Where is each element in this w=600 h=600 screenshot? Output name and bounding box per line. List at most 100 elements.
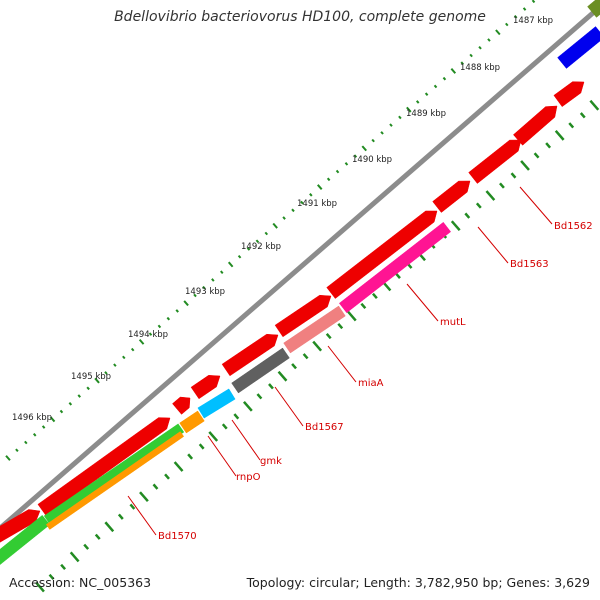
genome-backbone [0,3,600,532]
gene-block [283,305,346,354]
inner-tick [589,99,600,111]
scale-labels: 1487 kbp 1488 kbp 1489 kbp 1490 kbp 1491 kbp… [12,16,553,423]
inner-tick [139,491,149,503]
inner-tick-ring [35,99,600,593]
scale-tick [300,200,304,205]
gene-arrow [172,396,191,415]
gene-label: Bd1562 [554,221,593,232]
scale-tick [282,216,286,220]
inner-tick [69,551,80,563]
scale-tick [513,14,518,19]
inner-tick [48,573,55,581]
inner-tick [499,182,505,189]
scale-tick [202,285,206,290]
scale-tick [317,184,323,190]
inner-tick [554,129,565,141]
inner-tick [187,453,194,460]
inner-tick [152,483,159,490]
inner-tick [533,152,540,159]
scale-tick [220,270,224,275]
gene-arrow [513,105,558,146]
gene-label-leader [327,345,357,383]
scale-tick [335,169,340,174]
scale-tick [478,45,482,50]
inner-tick [164,473,170,480]
map-title: Bdellovibrio bacteriovorus HD100, comple… [114,9,486,25]
gene-label: Bd1570 [158,531,197,542]
gene-features [0,0,600,565]
gene-label-leader [207,435,237,477]
scale-tick [32,432,37,437]
gene-label: mutL [440,317,466,328]
scale-tick [49,416,56,423]
inner-tick [464,212,471,219]
scale-tick [5,455,11,461]
scale-tick [406,106,412,113]
inner-tick [198,443,205,450]
scale-tick [531,0,536,4]
scale-tick [113,363,117,367]
gene-arrow [0,509,41,543]
scale-dot-ring [5,0,536,461]
inner-tick [129,503,136,510]
scale-tick [264,231,269,236]
inner-tick [242,400,253,412]
gene-label-leader [231,419,261,461]
inner-tick [485,190,496,201]
gene-block [197,388,236,419]
scale-tick [122,355,126,360]
gene-block [587,0,600,18]
inner-tick [325,332,332,340]
scale-tick [138,338,145,345]
inner-tick [256,393,263,400]
gene-label-leader [477,226,509,264]
scale-tick [450,68,457,74]
gene-arrow [432,180,471,213]
scale-label: 1492 kbp [241,242,281,252]
scale-tick [130,347,135,352]
gene-arrow [221,333,279,377]
gene-label-leader [519,186,553,225]
scale-tick [157,324,162,329]
scale-tick [59,409,64,414]
inner-tick [302,353,309,360]
scale-tick [344,162,349,166]
inner-tick [83,543,90,550]
scale-tick [15,448,19,453]
scale-label: 1491 kbp [297,199,337,209]
inner-tick [233,413,240,420]
scale-label: 1496 kbp [12,413,52,423]
scale-tick [309,193,313,197]
inner-tick [337,322,344,330]
accession-text: Accession: NC_005363 [9,575,152,590]
inner-tick [510,172,517,179]
scale-tick [237,254,242,259]
inner-tick [475,202,482,209]
scale-tick [361,145,367,152]
scale-tick [94,377,100,384]
gene-label-leader [406,283,439,322]
scale-tick [166,316,171,321]
inner-tick [60,563,67,571]
gene-block [338,221,452,314]
scale-tick [460,61,464,66]
scale-tick [487,38,491,42]
topology-text: Topology: circular; Length: 3,782,950 bp… [246,575,590,590]
inner-tick [94,533,101,540]
scale-tick [77,394,81,398]
inner-tick [395,272,401,279]
gene-label-leaders [127,186,553,536]
gene-arrow [326,210,438,299]
scale-label: 1494 kbp [128,330,168,340]
scale-tick [104,371,108,375]
scale-tick [246,247,251,251]
scale-tick [326,177,331,182]
gene-label: gmk [260,456,282,467]
scale-tick [415,100,420,104]
scale-tick [433,84,438,89]
gene-label: rnpO [236,472,261,483]
scale-tick [68,402,73,406]
gene-arrow [274,294,332,338]
scale-tick [380,131,384,135]
